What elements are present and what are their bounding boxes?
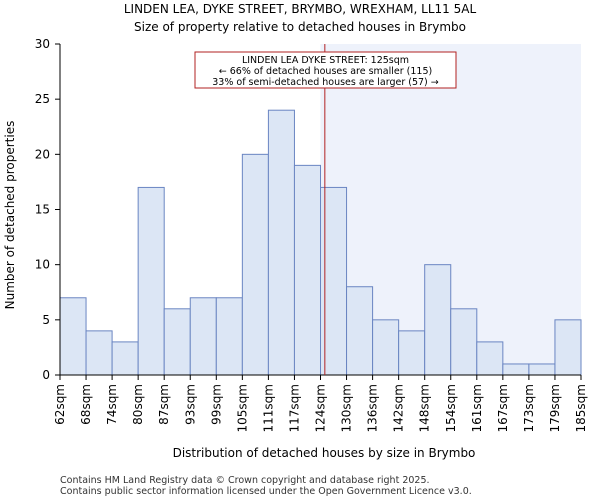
y-tick-label-10: 10 [35, 258, 50, 272]
x-tick-label-74sqm: 74sqm [105, 384, 119, 425]
y-tick-label-25: 25 [35, 92, 50, 106]
y-tick-label-15: 15 [35, 203, 50, 217]
bar-62sqm [59, 297, 87, 376]
x-tick-label-154sqm: 154sqm [444, 384, 458, 432]
annotation-line-2: ← 66% of detached houses are smaller (11… [219, 66, 432, 77]
x-axis-label: Distribution of detached houses by size … [173, 446, 476, 460]
bar-68sqm [85, 330, 113, 376]
x-tick-label-99sqm: 99sqm [209, 384, 223, 425]
annotation-box [194, 51, 457, 89]
bar-173sqm [528, 363, 556, 376]
x-tick-label-148sqm: 148sqm [418, 384, 432, 432]
x-tick-label-62sqm: 62sqm [53, 384, 67, 425]
bar-93sqm [189, 297, 217, 376]
x-tick-label-161sqm: 161sqm [470, 384, 484, 432]
bar-167sqm [502, 363, 530, 376]
y-tick-label-30: 30 [35, 37, 50, 51]
y-axis-label: Number of detached properties [3, 121, 17, 310]
bar-148sqm [424, 264, 452, 376]
x-tick-label-136sqm: 136sqm [366, 384, 380, 432]
x-tick-label-130sqm: 130sqm [340, 384, 354, 432]
x-tick-label-105sqm: 105sqm [235, 384, 249, 432]
y-tick-label-5: 5 [42, 313, 50, 327]
bar-111sqm [267, 109, 295, 376]
plot-area: 0 5 10 15 20 25 30 62sqm 68sqm 74sqm 80sqm 87sqm 93s… [35, 37, 588, 432]
bar-80sqm [137, 186, 165, 376]
x-tick-label-80sqm: 80sqm [131, 384, 145, 425]
bar-74sqm [111, 341, 139, 376]
x-tick-label-167sqm: 167sqm [496, 384, 510, 432]
chart-title: LINDEN LEA, DYKE STREET, BRYMBO, WREXHAM… [124, 2, 477, 16]
annotation-line-3: 33% of semi-detached houses are larger (… [212, 77, 439, 88]
bar-142sqm [398, 330, 426, 376]
footer-line-1: Contains HM Land Registry data © Crown c… [60, 475, 430, 486]
bar-161sqm [476, 341, 504, 376]
x-tick-label-111sqm: 111sqm [261, 384, 275, 432]
x-tick-label-173sqm: 173sqm [522, 384, 536, 432]
x-tick-label-124sqm: 124sqm [314, 384, 328, 432]
bar-105sqm [241, 153, 269, 376]
bar-117sqm [293, 164, 322, 376]
footer-line-2: Contains public sector information licen… [60, 486, 472, 497]
x-tick-label-93sqm: 93sqm [183, 384, 197, 425]
x-tick-label-87sqm: 87sqm [157, 384, 171, 425]
bar-136sqm [372, 319, 400, 376]
x-tick-label-117sqm: 117sqm [287, 384, 301, 432]
bar-130sqm [346, 286, 374, 376]
bar-87sqm [163, 308, 191, 376]
x-tick-label-179sqm: 179sqm [548, 384, 562, 432]
bar-99sqm [215, 297, 243, 376]
chart-subtitle: Size of property relative to detached ho… [134, 20, 466, 34]
x-tick-label-185sqm: 185sqm [574, 384, 588, 432]
x-tick-label-142sqm: 142sqm [392, 384, 406, 432]
x-tick-label-68sqm: 68sqm [79, 384, 93, 425]
bar-154sqm [450, 308, 478, 376]
y-tick-label-20: 20 [35, 147, 50, 161]
y-tick-label-0: 0 [42, 368, 50, 382]
bar-179sqm [554, 319, 582, 376]
annotation-line-1: LINDEN LEA DYKE STREET: 125sqm [242, 55, 409, 66]
